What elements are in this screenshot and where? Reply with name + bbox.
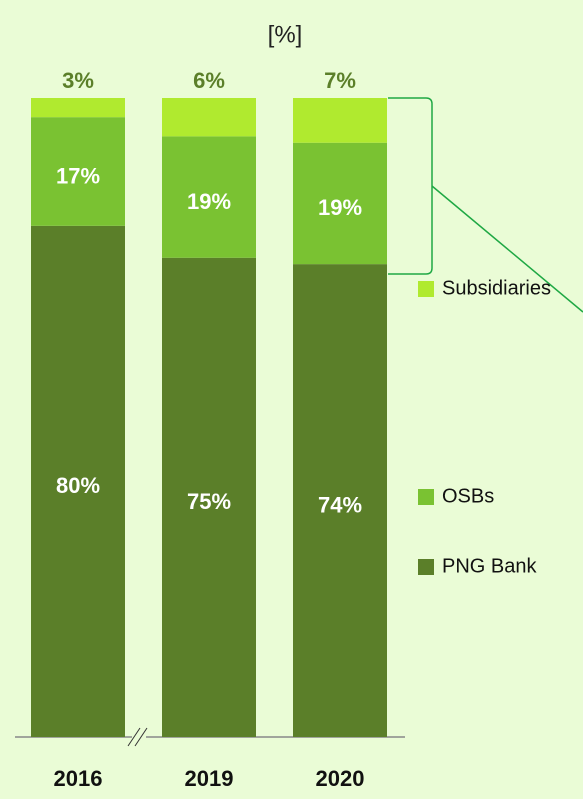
- x-tick-label: 2019: [185, 766, 234, 791]
- data-label: 80%: [56, 473, 100, 498]
- bar-segment: [31, 225, 125, 738]
- x-tick-label: 2016: [54, 766, 103, 791]
- bar-segment: [162, 257, 256, 737]
- data-label: 7%: [324, 68, 356, 93]
- data-label: 17%: [56, 163, 100, 188]
- data-label: 6%: [193, 68, 225, 93]
- data-label: 19%: [187, 189, 231, 214]
- bar-segment: [293, 264, 387, 737]
- axis-break-gap: [132, 725, 146, 749]
- chart-title: [%]: [268, 21, 303, 48]
- legend-swatch: [418, 489, 434, 505]
- axis-break: [127, 727, 141, 747]
- x-tick-label: 2020: [316, 766, 365, 791]
- legend-swatch: [418, 281, 434, 297]
- axis-break: [134, 727, 148, 747]
- legend-label: OSBs: [442, 485, 494, 507]
- data-label: 3%: [62, 68, 94, 93]
- bar-segment: [293, 142, 387, 265]
- callout-line: [431, 185, 583, 313]
- bar-segment: [31, 117, 125, 226]
- bar-segment: [162, 136, 256, 258]
- data-label: 75%: [187, 489, 231, 514]
- bar-segment: [31, 98, 125, 118]
- legend-swatch: [418, 559, 434, 575]
- legend-label: Subsidiaries: [442, 277, 551, 299]
- data-label: 19%: [318, 195, 362, 220]
- bar-segment: [293, 98, 387, 143]
- data-label: 74%: [318, 492, 362, 517]
- bar-segment: [162, 98, 256, 137]
- legend-label: PNG Bank: [442, 555, 537, 577]
